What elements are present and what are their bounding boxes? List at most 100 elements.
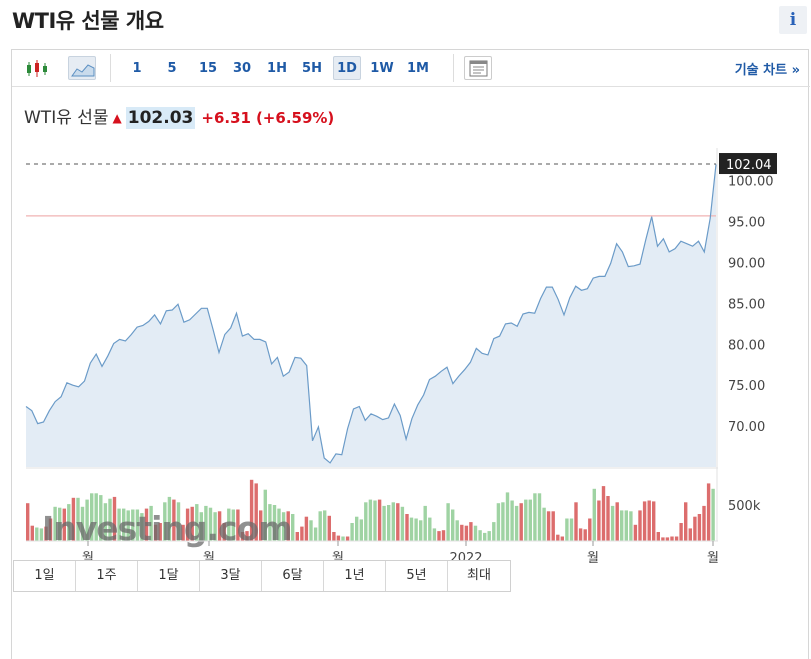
print-settings-icon[interactable] xyxy=(464,56,492,80)
volume-bar xyxy=(679,523,683,541)
interval-15-button[interactable]: 15 xyxy=(198,61,218,76)
volume-bar xyxy=(588,518,592,541)
volume-bar xyxy=(185,508,190,541)
volume-bar xyxy=(537,493,542,541)
chart-panel: 1 5 15 30 1H 5H 1D 1W 1M 기술 차트 » WTI유 선물… xyxy=(11,49,810,659)
volume-bar xyxy=(505,492,510,541)
volume-bar xyxy=(355,516,359,541)
volume-bar xyxy=(213,512,217,541)
volume-bar xyxy=(473,525,478,541)
volume-bar xyxy=(44,526,48,541)
last-price: 102.03 xyxy=(125,107,196,129)
volume-bar xyxy=(519,503,523,541)
interval-30-button[interactable]: 30 xyxy=(232,61,252,76)
volume-bar xyxy=(85,499,89,541)
volume-bar xyxy=(336,535,341,541)
interval-1-button[interactable]: 1 xyxy=(132,61,142,76)
volume-bar xyxy=(153,524,158,541)
quote-header: WTI유 선물 ▲ 102.03 +6.31 (+6.59%) xyxy=(24,103,334,129)
range-max-button[interactable]: 최대 xyxy=(467,568,491,583)
volume-bar xyxy=(350,523,354,541)
technical-chart-link[interactable]: 기술 차트 » xyxy=(734,63,800,78)
volume-bar xyxy=(633,524,638,541)
interval-1d-button[interactable]: 1D xyxy=(333,56,361,80)
range-1w-button[interactable]: 1주 xyxy=(76,561,138,591)
info-button[interactable]: i xyxy=(779,6,807,34)
volume-bar xyxy=(624,510,628,541)
range-1d-button[interactable]: 1일 xyxy=(14,561,76,591)
x-tick-label: 월 xyxy=(82,551,94,566)
volume-bar xyxy=(291,514,295,541)
volume-bar xyxy=(396,503,400,541)
toolbar-divider xyxy=(110,54,111,82)
volume-bar xyxy=(231,509,235,541)
volume-bar xyxy=(382,505,386,541)
volume-bar xyxy=(149,505,153,541)
volume-bar xyxy=(217,511,222,541)
volume-bar xyxy=(295,532,299,541)
volume-bar xyxy=(387,505,391,541)
instrument-name: WTI유 선물 xyxy=(24,108,109,128)
volume-bar xyxy=(181,524,185,541)
volume-bar xyxy=(300,526,304,541)
volume-bar xyxy=(80,506,85,541)
interval-5h-button[interactable]: 5H xyxy=(302,61,322,76)
page-title: WTI유 선물 개요 xyxy=(12,9,164,33)
volume-bar xyxy=(368,499,373,541)
volume-bar xyxy=(441,530,446,541)
volume-bar xyxy=(67,504,71,541)
volume-bar xyxy=(112,496,117,541)
interval-5-button[interactable]: 5 xyxy=(167,61,177,76)
volume-bar xyxy=(240,532,245,541)
volume-bar xyxy=(158,523,162,541)
volume-bar xyxy=(642,501,647,541)
volume-bar xyxy=(140,513,144,541)
y-tick-label: 80.00 xyxy=(728,338,765,353)
volume-bar xyxy=(414,518,418,541)
volume-bar xyxy=(409,517,414,541)
volume-bar xyxy=(108,498,112,541)
volume-bar xyxy=(610,505,615,541)
volume-bar xyxy=(546,511,551,541)
range-6m-button[interactable]: 6달 xyxy=(262,561,324,591)
interval-1h-button[interactable]: 1H xyxy=(267,61,287,76)
current-price-label: 102.04 xyxy=(726,158,772,173)
volume-bar xyxy=(122,508,126,541)
y-tick-label: 75.00 xyxy=(728,379,765,394)
volume-bar xyxy=(592,488,596,541)
volume-bar xyxy=(629,511,633,541)
volume-bar xyxy=(272,505,277,541)
volume-bar xyxy=(377,499,382,541)
current-price-badge xyxy=(719,153,777,175)
volume-bar xyxy=(665,537,670,541)
volume-bar xyxy=(670,536,674,541)
range-3m-button[interactable]: 3달 xyxy=(200,561,262,591)
volume-bar xyxy=(556,534,560,541)
volume-bar xyxy=(656,532,660,541)
volume-bar xyxy=(688,528,692,541)
range-5y-button[interactable]: 5년 xyxy=(386,561,448,591)
volume-bar xyxy=(135,509,140,541)
volume-bar xyxy=(199,512,203,541)
volume-bar xyxy=(341,536,345,541)
volume-bar xyxy=(48,518,53,541)
volume-bar xyxy=(236,509,240,541)
volume-bar xyxy=(332,532,336,541)
volume-bar xyxy=(560,536,564,541)
candlestick-chart-icon[interactable] xyxy=(22,56,50,80)
volume-bar xyxy=(638,510,642,541)
volume-bar xyxy=(615,502,619,541)
area-chart-icon[interactable] xyxy=(68,56,96,80)
volume-bar xyxy=(259,510,263,541)
volume-bar xyxy=(99,495,103,541)
range-1m-button[interactable]: 1달 xyxy=(138,561,200,591)
x-tick-label: 월 xyxy=(587,551,599,566)
interval-1w-button[interactable]: 1W xyxy=(370,61,394,76)
volume-bar xyxy=(487,531,491,541)
range-1y-button[interactable]: 1년 xyxy=(324,561,386,591)
volume-bar xyxy=(711,488,715,541)
interval-1m-button[interactable]: 1M xyxy=(407,61,429,76)
volume-bar xyxy=(323,510,327,541)
volume-bar xyxy=(620,510,624,541)
volume-bar xyxy=(263,489,267,541)
